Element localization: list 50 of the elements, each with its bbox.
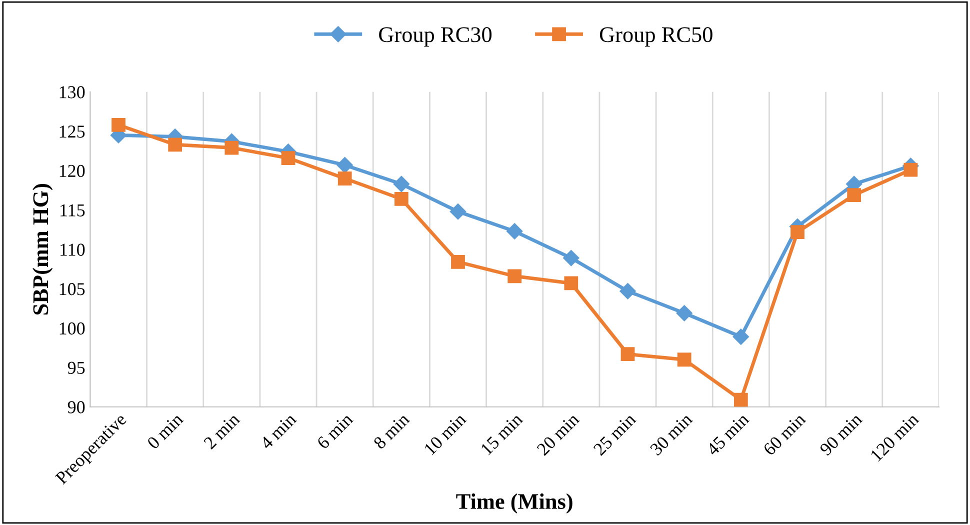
y-tick-label: 110: [60, 244, 85, 256]
x-tick-label: 30 min: [649, 412, 694, 456]
x-tick-label: 2 min: [203, 412, 240, 450]
point: [734, 392, 748, 407]
point: [847, 188, 862, 202]
point: [451, 255, 465, 269]
y-tick-label: 100: [60, 322, 85, 335]
y-tick-label: 125: [60, 126, 85, 138]
point: [336, 157, 353, 174]
point: [224, 140, 239, 155]
point: [563, 250, 580, 266]
y-axis-title: SBP(mm HG): [32, 184, 53, 315]
point: [676, 305, 692, 322]
x-tick-label: 25 min: [592, 412, 637, 456]
point: [904, 162, 918, 177]
point: [508, 269, 522, 284]
point: [394, 192, 408, 206]
x-tick-label: 20 min: [536, 412, 580, 456]
point: [620, 347, 635, 362]
y-tick-label: 130: [60, 86, 85, 98]
x-tick-label: 60 min: [762, 412, 806, 456]
x-tick-label: 4 min: [259, 412, 297, 450]
legend-label: Group RC30: [379, 27, 492, 47]
point: [168, 138, 182, 152]
y-tick-label: 120: [60, 164, 85, 178]
point: [338, 172, 352, 186]
point: [620, 283, 636, 300]
y-tick-label: 95: [68, 362, 85, 374]
point: [677, 352, 692, 367]
y-tick-label: 90: [68, 401, 85, 414]
x-axis-title: Time (Mins): [456, 493, 572, 514]
x-tick-label: 90 min: [819, 412, 863, 456]
point: [281, 151, 296, 165]
point: [506, 223, 523, 240]
x-tick-label: 45 min: [706, 412, 750, 456]
point: [450, 204, 466, 220]
x-tick-label: 120 min: [870, 412, 920, 462]
x-tick-label: 15 min: [480, 412, 524, 456]
point: [564, 276, 578, 290]
point: [790, 225, 804, 239]
x-tick-label: 6 min: [316, 412, 354, 450]
x-tick-label: 8 min: [372, 412, 410, 450]
point: [112, 118, 126, 132]
point: [393, 176, 410, 192]
y-tick-label: 105: [60, 283, 85, 296]
point: [732, 328, 749, 345]
y-tick-label: 115: [60, 204, 85, 216]
x-tick-label: 10 min: [424, 412, 467, 456]
legend-label: Group RC50: [600, 27, 712, 47]
x-tick-label: 0 min: [146, 412, 184, 450]
